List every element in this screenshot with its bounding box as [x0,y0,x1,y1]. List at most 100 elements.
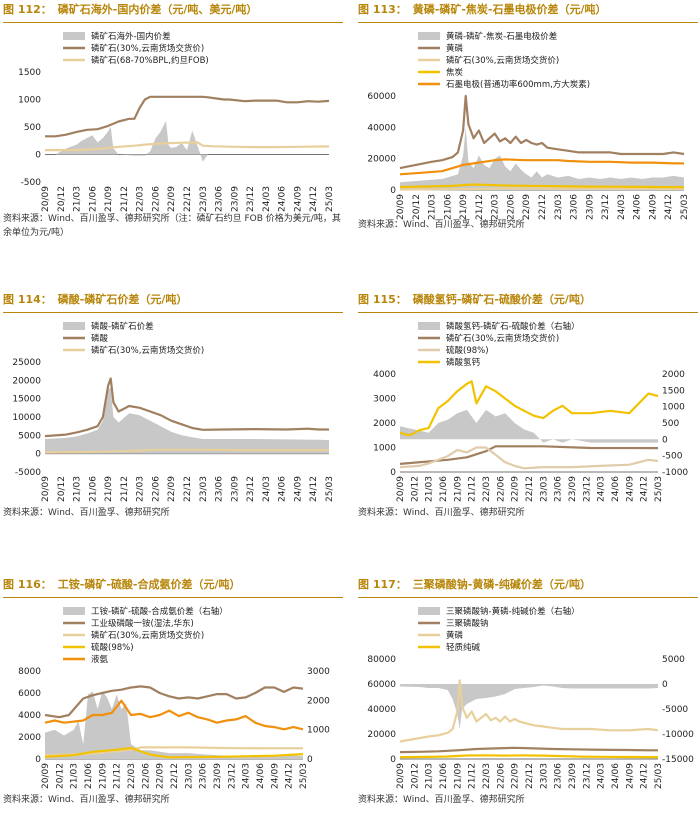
x-tick-label: 20/12 [412,194,422,220]
x-tick-label: 24/03 [242,763,252,789]
x-tick-label: 24/06 [278,186,288,212]
x-tick-label: 21/06 [443,194,453,220]
x-tick-label: 24/03 [597,763,607,789]
x-tick-label: 25/03 [654,476,664,502]
y-tick-label: -500 [21,178,42,188]
x-tick-label: 24/12 [664,194,674,220]
y-tick-label-right: 1000 [662,403,685,413]
x-tick-label: 21/06 [88,476,98,502]
series-line [399,94,685,170]
y-tick-label: 0 [35,450,41,460]
legend-label: 黄磷 [446,43,464,54]
x-tick-label: 25/03 [680,194,690,220]
series-line [399,746,658,754]
x-tick-label: 21/03 [428,194,438,220]
y-tick-label: 40000 [367,123,396,133]
x-tick-label: 21/12 [120,186,130,212]
x-tick-label: 21/09 [104,186,114,212]
x-tick-label: 23/06 [215,186,225,212]
legend-label: 液氨 [91,654,109,665]
legend-label: 磷矿石(30%,云南货场交货价) [446,55,559,66]
legend-swatch [418,322,440,330]
y-tick-label-right: 1500 [662,386,685,396]
x-tick-label: 20/12 [410,476,420,502]
x-tick-label: 22/03 [136,476,146,502]
legend-label: 石墨电极(普通功率600mm,方大炭素) [446,79,590,90]
y-tick-label: -5000 [15,468,41,478]
x-tick-label: 23/12 [246,186,256,212]
x-tick-label: 24/03 [262,186,272,212]
x-tick-label: 22/03 [491,194,501,220]
x-tick-label: 22/09 [511,476,521,502]
chart-source: 资料来源：Wind、百川盈孚、德邦研究所 [3,795,170,805]
x-tick-label: 23/12 [246,476,256,502]
x-tick-label: 24/03 [262,476,272,502]
legend-label: 焦炭 [446,67,464,78]
series-line [399,679,659,743]
legend-label: 磷酸-磷矿石价差 [91,321,154,332]
x-tick-label: 21/03 [73,476,83,502]
y-tick-label: 2000 [373,419,396,429]
x-tick-label: 21/03 [73,186,83,212]
x-tick-label: 24/12 [640,763,650,789]
y-tick-label: 3000 [373,395,396,405]
legend-label: 磷矿石(30%,云南货场交货价) [446,333,559,344]
series-area [400,127,684,190]
series-line [44,746,304,759]
x-tick-label: 22/06 [151,476,161,502]
x-tick-label: 22/06 [141,763,151,789]
x-tick-label: 22/06 [151,186,161,212]
x-tick-label: 22/12 [183,186,193,212]
x-tick-label: 23/12 [601,194,611,220]
x-tick-label: 22/09 [167,186,177,212]
y-tick-label-right: 1000 [307,726,330,736]
y-tick-label: 1500 [18,68,41,78]
x-tick-label: 23/09 [230,476,240,502]
legend-swatch [63,322,85,330]
x-tick-label: 23/06 [570,194,580,220]
series-line [399,754,659,759]
x-tick-label: 21/06 [88,186,98,212]
x-tick-label: 21/09 [98,763,108,789]
x-tick-label: 23/06 [215,476,225,502]
x-tick-label: 24/12 [285,763,295,789]
chart-panel-112: 图 112： 磷矿石海外-国内价差（元/吨、美元/吨） 磷矿石海外-国内价差 磷矿石… [3,0,343,255]
x-tick-label: 25/03 [325,476,335,502]
legend-label: 磷矿石(30%,云南货场交货价) [91,630,204,641]
chart-title: 图 113： 黄磷-磷矿-焦炭-石墨电极价差（元/吨） [358,0,698,23]
x-tick-label: 22/12 [525,763,535,789]
series-line [44,699,304,731]
chart-title: 图 114： 磷酸-磷矿石价差（元/吨） [3,290,343,313]
x-tick-label: 23/09 [568,476,578,502]
y-tick-label: 0 [35,151,41,161]
series-line [44,685,304,719]
y-tick-label: 0 [35,755,41,765]
y-tick-label-right: 2000 [662,370,685,380]
series-area [400,409,658,443]
x-tick-label: 22/09 [156,763,166,789]
x-tick-label: 22/09 [511,763,521,789]
y-tick-label: 2000 [18,733,41,743]
y-tick-label-right: -10000 [662,730,694,740]
x-tick-label: 24/09 [293,186,303,212]
x-tick-label: 21/03 [425,763,435,789]
legend-label: 三聚磷酸钠-黄磷-纯碱价差（右轴） [446,606,580,617]
x-tick-label: 24/06 [611,763,621,789]
x-tick-label: 24/09 [625,476,635,502]
y-tick-label-right: 500 [662,419,679,429]
chart-115-svg: 磷酸氢钙-磷矿石-硫酸价差（右轴）磷矿石(30%,云南货场交货价)硫酸(98%)… [373,321,688,502]
legend-label: 磷酸氢钙-磷矿石-硫酸价差（右轴） [446,321,580,332]
x-tick-label: 21/06 [439,763,449,789]
x-tick-label: 22/12 [538,194,548,220]
x-tick-label: 24/06 [278,476,288,502]
chart-title: 图 115： 磷酸氢钙-磷矿石-硫酸价差（元/吨） [358,290,698,313]
x-tick-label: 20/12 [57,476,67,502]
chart-panel-116: 图 116： 工铵-磷矿-硫酸-合成氨价差（元/吨） 工铵-磷矿-硫酸-合成氨价差… [3,575,343,813]
y-tick-label: 40000 [367,705,396,715]
x-tick-label: 24/12 [309,186,319,212]
x-tick-label: 23/06 [199,763,209,789]
x-tick-label: 20/12 [57,186,67,212]
y-tick-label: 4000 [18,711,41,721]
x-tick-label: 23/03 [539,476,549,502]
